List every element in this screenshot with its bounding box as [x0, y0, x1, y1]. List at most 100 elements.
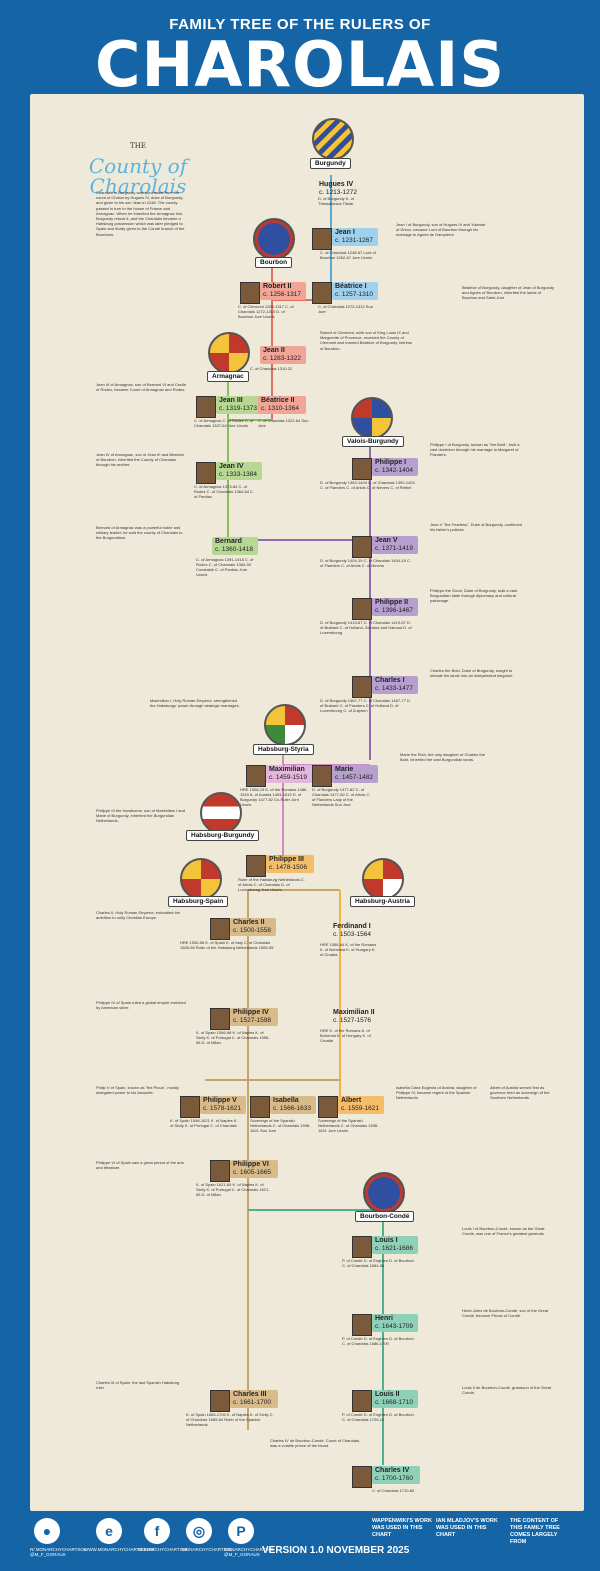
portrait-philippe-v [180, 1096, 200, 1118]
titles-philippe-iv: K. of Spain 1556-98 K. of Naples K. of S… [196, 1030, 270, 1045]
portrait-philippe-iv [210, 1008, 230, 1030]
titles-robert-ii: C. of Clermont 1269-1317 C. of Charolais… [238, 304, 294, 319]
titles-charles-ii: HRE 1530-56 K. of Spain K. of Italy C. o… [180, 940, 274, 950]
note-henri: Henri-Jules de Bourbon-Condé, son of the… [462, 1308, 549, 1319]
titles-jean-v: D. of Burgundy 1404-19 C. of Charolais 1… [320, 558, 411, 568]
ruler-charles-ii: Charles II c. 1500-1558 [230, 918, 276, 936]
note-robert: Robert of Clermont, sixth son of King Lo… [320, 330, 412, 351]
portrait-jean-i [312, 228, 332, 250]
titles-charles-iii: K. of Spain 1665-1700 K. of Naples K. of… [186, 1412, 274, 1427]
dyn-habsburg-austria: Habsburg-Austria [350, 896, 415, 907]
titles-philippe-i: D. of Burgundy 1363-1404 C. of Charolais… [320, 480, 415, 490]
ruler-maximilian-ii: Maximilian II c. 1527-1576 [333, 1009, 375, 1024]
note-charles1: Charles the Bold, Duke of Burgundy, soug… [430, 668, 514, 679]
ruler-isabella: Isabella c. 1566-1633 [270, 1096, 316, 1114]
austria-shield-icon [362, 858, 404, 900]
dyn-armagnac: Armagnac [207, 371, 249, 382]
titles-philippe-ii: D. of Burgundy 1419-67 C. of Charolais 1… [320, 620, 412, 635]
portrait-beatrice-i [312, 282, 332, 304]
titles-albert: Sovereign of the Spanish Netherlands C. … [318, 1118, 379, 1133]
note-philippe1: Philippe I of Burgundy, known as "the Bo… [430, 442, 520, 458]
footer-facebook[interactable]: MONARCHYCHARTSOL [138, 1547, 189, 1552]
header-title: CHAROLAIS [94, 28, 506, 101]
note-philippe4: Philippe IV of Spain ruled a global empi… [96, 1000, 186, 1011]
portrait-jean-iv [196, 462, 216, 484]
portrait-charles-i [352, 676, 372, 698]
credit-wikipedia: THE CONTENT OF THIS FAMILY TREE COMES LA… [510, 1518, 560, 1545]
credit-wappenwiki: WAPPENWIKI'S WORK WAS USED IN THIS CHART [372, 1518, 432, 1538]
county-the: THE [130, 142, 146, 150]
note-charles2: Charles II, Holy Roman Emperor, embodied… [96, 910, 181, 921]
titles-philippe-vi: K. of Spain 1621-65 K. of Naples K. of S… [196, 1182, 270, 1197]
portrait-marie [312, 765, 332, 787]
ruler-charles-iii: Charles III c. 1661-1700 [230, 1390, 278, 1408]
web-icon[interactable]: e [96, 1518, 122, 1544]
version-label: VERSION 1.0 NOVEMBER 2025 [262, 1545, 410, 1556]
note-maximilian: Maximilian I, Holy Roman Emperor, streng… [150, 698, 240, 709]
ruler-marie: Marie c. 1457-1482 [332, 765, 378, 783]
note-philippe2: Philippe the Good, Duke of Burgundy, bui… [430, 588, 518, 604]
titles-maximilian: HRE 1508-19 K. of the Romans 1486-1519 A… [240, 787, 308, 807]
ruler-jean-iii: Jean III c. 1319-1373 [216, 396, 262, 414]
portrait-louis-i [352, 1236, 372, 1258]
armagnac-shield-icon [208, 332, 250, 374]
dyn-habsburg-styria: Habsburg-Styria [253, 744, 314, 755]
note-marie: Marie the Rich, the only daughter of Cha… [400, 752, 485, 763]
note-bernard: Bernard of Armagnac was a powerful noble… [96, 525, 183, 541]
footer-reddit[interactable]: R/ MONARCHYCHARTSOL @M_F_GORAUS [30, 1547, 87, 1557]
note-albert: Albert of Austria served first as govern… [490, 1085, 550, 1101]
ruler-maximilian: Maximilian c. 1459-1519 [266, 765, 314, 783]
titles-hugues-iv: D. of Burgundy K. of Thessalonica Titula… [318, 196, 355, 206]
titles-beatrice-ii: C. of Charolais 1322-64 Suo Jure [258, 418, 309, 428]
note-isabella: Isabella Clara Eugenia of Austria, daugh… [396, 1085, 477, 1101]
facebook-icon[interactable]: f [144, 1518, 170, 1544]
footer-web[interactable]: WWW.MONARCHYCHARTS.COM [84, 1547, 155, 1552]
titles-jean-i: C. of Charolais 1248-67 Lord of Bourbon … [320, 250, 376, 260]
titles-louis-ii: P. of Condé D. of Enghien D. of Bourbon … [342, 1412, 414, 1422]
footer-instagram[interactable]: MONARCHYCHARTSOL [182, 1547, 233, 1552]
titles-ferdinand-i: HRE 1556-64 K. of the Romans K. of Bohem… [320, 942, 377, 957]
portrait-charles-ii [210, 918, 230, 940]
county-title: THE County of Charolais [88, 136, 188, 196]
portrait-philippe-i [352, 458, 372, 480]
note-beatrice1: Béatrice of Burgundy, daughter of Jean o… [462, 285, 554, 301]
ruler-jean-ii: Jean II c. 1283-1322 [260, 346, 306, 364]
note-jean3: Jean III of Armagnac, son of Bernard VI … [96, 382, 187, 393]
ruler-bernard: Bernard c. 1360-1418 [212, 537, 258, 555]
titles-jean-ii: C. of Charolais 1310-22 [250, 366, 293, 371]
footer-pinterest[interactable]: MONARCHYCHARTSOL @M_F_GORAUS [224, 1547, 275, 1557]
ruler-jean-iv: Jean IV c. 1333-1384 [216, 462, 262, 480]
county-blurb: Charolais in Burgundy was purchased from… [96, 190, 185, 237]
tree-panel [30, 94, 584, 1511]
portrait-jean-v [352, 536, 372, 558]
titles-jean-iii: C. of Armagnac C. of Rodez C. of Charola… [194, 418, 254, 428]
portrait-robert-ii [240, 282, 260, 304]
instagram-icon[interactable]: ◎ [186, 1518, 212, 1544]
note-philippe3: Philippe III the Handsome, son of Maximi… [96, 808, 185, 824]
titles-isabella: Sovereign of the Spanish Netherlands C. … [250, 1118, 311, 1133]
note-philippe6: Philippe VI of Spain saw a great period … [96, 1160, 184, 1171]
portrait-philippe-ii [352, 598, 372, 620]
ruler-philippe-ii: Philippe II c. 1396-1467 [372, 598, 418, 616]
pinterest-icon[interactable]: P [228, 1518, 254, 1544]
reddit-icon[interactable]: ● [34, 1518, 60, 1544]
ruler-beatrice-ii: Béatrice II c. 1310-1364 [258, 396, 306, 414]
portrait-isabella [250, 1096, 270, 1118]
note-charles3: Charles III of Spain, the last Spanish H… [96, 1380, 180, 1391]
titles-charles-iv: C. of Charolais 1710-60 [372, 1488, 415, 1493]
portrait-jean-iii [196, 396, 216, 418]
portrait-maximilian [246, 765, 266, 787]
note-louis2: Louis II de Bourbon-Condé, grandson of t… [462, 1385, 551, 1396]
portrait-philippe-vi [210, 1160, 230, 1182]
ruler-philippe-vi: Philippe VI c. 1605-1665 [230, 1160, 278, 1178]
ruler-charles-iv: Charles IV c. 1700-1760 [372, 1466, 420, 1484]
note-philippe5: Philip V of Spain, known as "the Pious",… [96, 1085, 179, 1096]
ruler-robert-ii: Robert II c. 1256-1317 [260, 282, 306, 300]
